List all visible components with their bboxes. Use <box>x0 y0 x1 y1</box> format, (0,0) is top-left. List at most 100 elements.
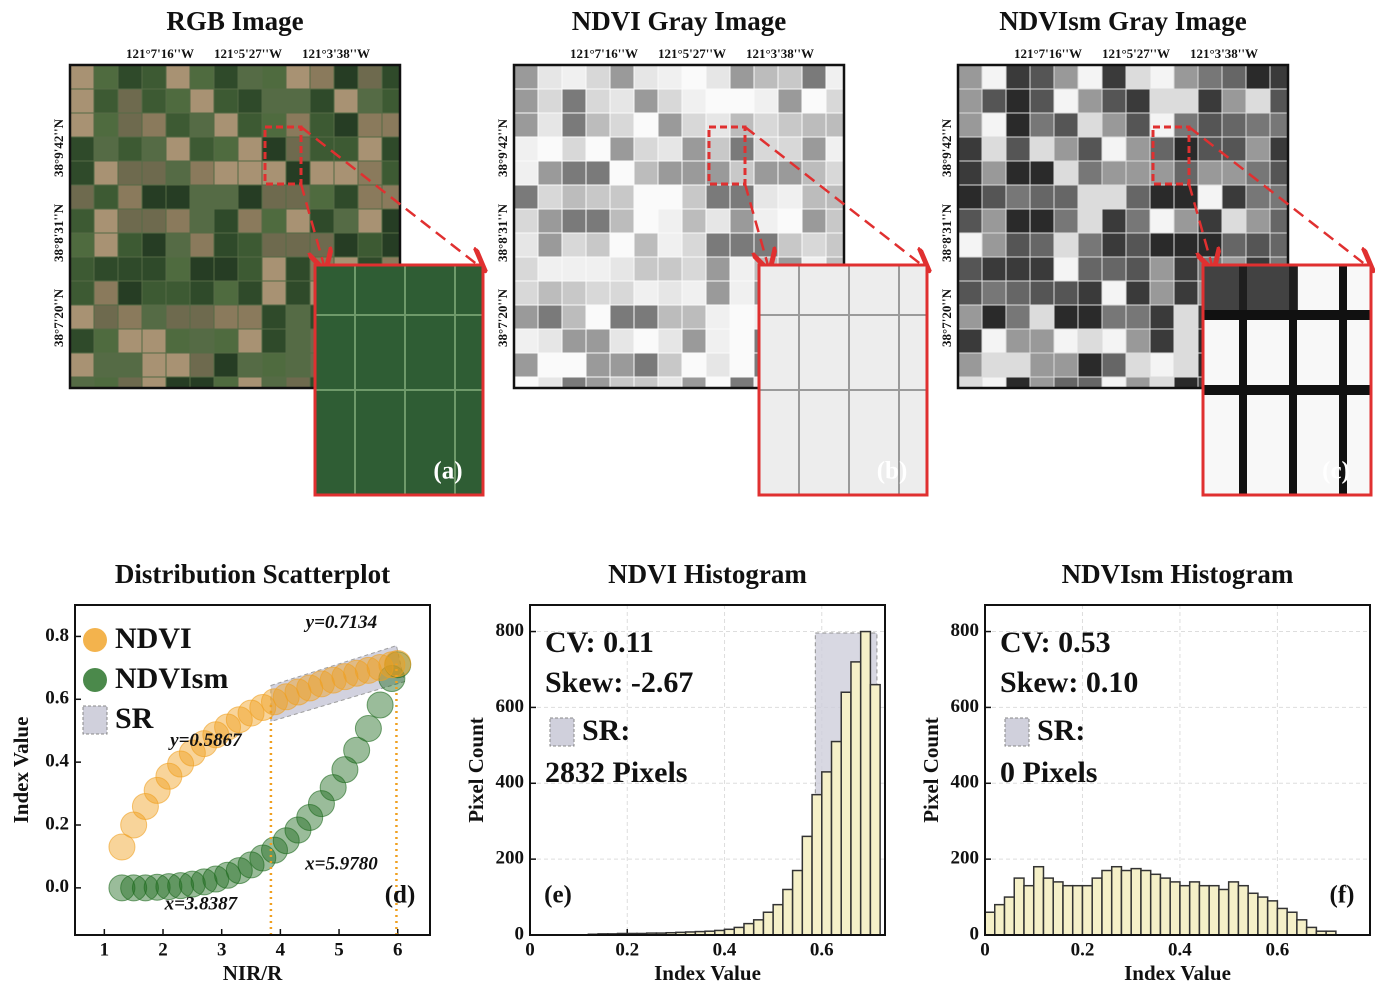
x-tick-label: 2 <box>158 939 168 960</box>
field <box>142 161 166 185</box>
field <box>538 161 562 185</box>
field <box>958 113 982 137</box>
field <box>118 89 142 113</box>
field <box>70 281 94 305</box>
field <box>94 305 118 329</box>
field <box>514 329 538 353</box>
field <box>682 137 706 161</box>
field <box>514 353 538 377</box>
chart-title: NDVI Histogram <box>608 559 807 589</box>
x-tick-label: 0.4 <box>713 939 737 960</box>
field <box>1150 257 1174 281</box>
field <box>142 65 166 89</box>
field <box>1006 233 1030 257</box>
field <box>658 281 682 305</box>
histogram-bar <box>1112 867 1122 935</box>
field <box>70 233 94 257</box>
field <box>1270 233 1294 257</box>
field <box>802 137 826 161</box>
field <box>562 89 586 113</box>
field <box>142 233 166 257</box>
y-tick-label: 200 <box>951 847 980 868</box>
field <box>1174 329 1198 353</box>
field <box>802 233 826 257</box>
y-coord-label: 38°9'42''N <box>495 118 510 177</box>
histogram-bar <box>1034 867 1044 935</box>
field <box>682 89 706 113</box>
field <box>682 305 706 329</box>
field <box>142 281 166 305</box>
field <box>958 281 982 305</box>
field <box>1030 353 1054 377</box>
field <box>286 257 310 281</box>
field <box>1030 281 1054 305</box>
field <box>118 353 142 377</box>
field <box>1270 185 1294 209</box>
field <box>682 329 706 353</box>
y-coord-label: 38°8'31''N <box>939 203 954 262</box>
field <box>1078 113 1102 137</box>
field <box>730 89 754 113</box>
chart-title: Distribution Scatterplot <box>115 559 390 589</box>
field <box>706 209 730 233</box>
field <box>166 209 190 233</box>
field <box>1102 305 1126 329</box>
x-coord-label: 121°3'38''W <box>746 46 814 61</box>
legend-label: SR: <box>1037 714 1085 747</box>
legend-marker <box>1005 718 1029 746</box>
field <box>1006 161 1030 185</box>
field <box>238 353 262 377</box>
field <box>958 305 982 329</box>
field <box>1270 137 1294 161</box>
field <box>1198 65 1222 89</box>
field <box>1126 233 1150 257</box>
x-coord-label: 121°5'27''W <box>658 46 726 61</box>
legend-label: NDVI <box>115 622 192 655</box>
histogram-bar <box>1258 897 1268 935</box>
field <box>1126 209 1150 233</box>
field <box>514 161 538 185</box>
field <box>982 257 1006 281</box>
field <box>658 209 682 233</box>
field <box>1222 65 1246 89</box>
histogram-bar <box>1219 889 1229 935</box>
field <box>94 137 118 161</box>
histogram-bar <box>1121 871 1131 935</box>
field <box>118 185 142 209</box>
field <box>1150 209 1174 233</box>
field <box>1054 137 1078 161</box>
field <box>1030 305 1054 329</box>
field <box>382 113 406 137</box>
field <box>166 305 190 329</box>
field <box>538 209 562 233</box>
field <box>382 233 406 257</box>
field <box>166 353 190 377</box>
field <box>1126 257 1150 281</box>
field <box>1246 113 1270 137</box>
y-coord-label: 38°8'31''N <box>495 203 510 262</box>
field <box>166 257 190 281</box>
field <box>730 161 754 185</box>
field <box>778 209 802 233</box>
field <box>1102 281 1126 305</box>
y-coord-label: 38°9'42''N <box>51 118 66 177</box>
field <box>1054 161 1078 185</box>
field <box>706 257 730 281</box>
scatter-point <box>385 650 411 676</box>
field <box>586 65 610 89</box>
histogram-bar <box>1170 882 1180 935</box>
field <box>166 137 190 161</box>
histogram-bar <box>1277 908 1287 935</box>
legend-marker <box>83 668 107 692</box>
field <box>1006 329 1030 353</box>
field <box>286 209 310 233</box>
field <box>1030 257 1054 281</box>
field <box>190 257 214 281</box>
histogram-bar <box>1073 886 1083 935</box>
field <box>610 305 634 329</box>
y-coord-label: 38°8'31''N <box>51 203 66 262</box>
field <box>1270 89 1294 113</box>
field <box>358 113 382 137</box>
annotation: x=5.9780 <box>304 853 378 874</box>
field <box>1030 89 1054 113</box>
